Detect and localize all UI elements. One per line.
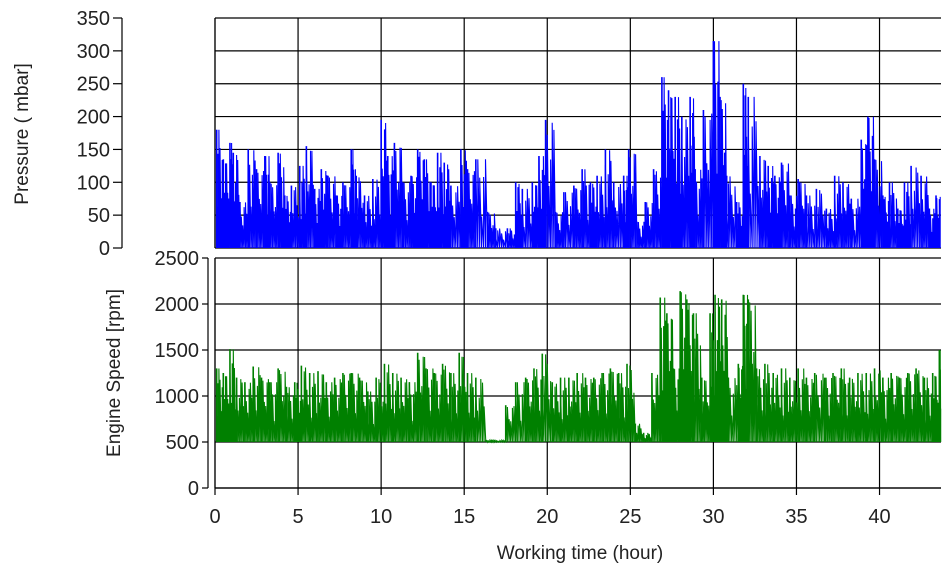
engine-speed-panel: 0 500 1000 1500 2000 2500 0 5 10 15 20 25 30 35 40 [155,248,942,528]
pressure-y-tick-label: 250 [77,74,110,96]
pressure-y-tick-label: 50 [88,205,110,227]
engine-speed-series-trace [216,292,942,444]
pressure-series-trace [216,41,941,249]
pressure-y-tick-label: 200 [77,107,110,129]
x-tick-label: 30 [702,506,724,528]
engine-speed-y-tick-label: 2000 [155,294,200,316]
x-axis-title: Working time (hour) [497,543,663,564]
engine-speed-y-tick-label: 500 [166,432,199,454]
pressure-y-tick-label: 150 [77,139,110,161]
engine-speed-y-tick-label: 0 [188,478,199,500]
x-tick-label: 40 [868,506,890,528]
pressure-y-tick-label: 350 [77,8,110,30]
x-tick-label: 5 [293,506,304,528]
engine-speed-y-tick-label: 1500 [155,340,200,362]
x-tick-label: 0 [209,506,220,528]
x-tick-label: 15 [453,506,475,528]
x-tick-label: 10 [370,506,392,528]
x-tick-label: 35 [785,506,807,528]
pressure-axis-title: Pressure ( mbar] [12,63,33,204]
x-tick-label: 25 [619,506,641,528]
engine-speed-axis-title: Engine Speed [rpm] [104,289,125,457]
x-tick-label: 20 [536,506,558,528]
pressure-y-tick-label: 100 [77,172,110,194]
engine-speed-y-tick-label: 1000 [155,386,200,408]
engine-speed-y-tick-label: 2500 [155,248,200,270]
pressure-y-tick-label: 300 [77,41,110,63]
pressure-panel: 0 50 100 150 200 250 300 350 [77,8,941,260]
pressure-y-tick-label: 0 [99,238,110,260]
